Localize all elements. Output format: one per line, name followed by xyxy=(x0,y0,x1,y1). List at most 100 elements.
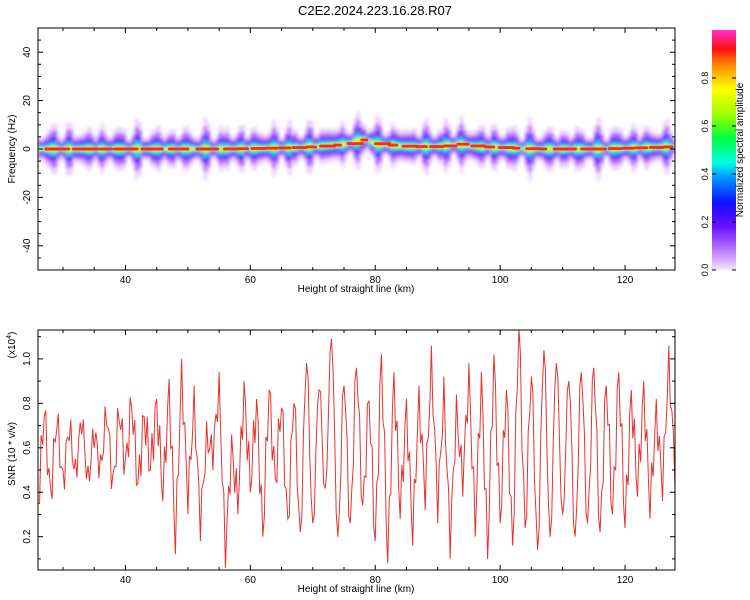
spectrogram-peak xyxy=(415,145,428,149)
spectrogram-peak xyxy=(470,144,487,148)
spectrogram-peak xyxy=(99,147,114,151)
spectrogram-peak xyxy=(181,147,190,151)
x-tick-label: 100 xyxy=(492,275,509,286)
spectrogram-cell xyxy=(344,142,348,146)
spectrogram-cell xyxy=(187,147,192,151)
spectrogram-x-label: Height of straight line (km) xyxy=(298,284,415,295)
snr-y-label: SNR (10 * v/v) xyxy=(7,422,18,486)
colorbar-label: Normalized spectral amplitude xyxy=(735,82,746,217)
spectrogram-cell xyxy=(353,139,358,145)
spectrogram-peak xyxy=(154,147,164,151)
x-tick-label: 80 xyxy=(370,575,382,586)
colorbar-tick-label: 0.0 xyxy=(700,264,710,277)
spectrogram-peak xyxy=(511,146,521,150)
snr-series-line xyxy=(38,330,675,568)
spectrogram-cell xyxy=(368,140,373,144)
spectrogram-peak xyxy=(264,146,279,150)
y-tick-label: 0 xyxy=(22,146,33,152)
y-tick-label: 1.0 xyxy=(22,352,33,366)
spectrogram-peak xyxy=(373,142,392,146)
spectrogram-cell xyxy=(646,145,651,150)
spectrogram-peak xyxy=(621,146,637,150)
spectrogram-peak xyxy=(250,146,266,150)
spectrogram-x-axis: 40 60 80 100 120 xyxy=(62,28,657,286)
spectrogram-peak xyxy=(71,147,88,151)
spectrogram-cell xyxy=(493,145,498,150)
spectrogram-peak xyxy=(236,147,250,151)
spectrogram-peak xyxy=(305,145,317,149)
y-tick-label: 0.2 xyxy=(22,529,33,543)
y-tick-label: -40 xyxy=(22,238,33,253)
spectrogram-heatmap xyxy=(38,111,675,181)
colorbar-tick-label: 0.2 xyxy=(700,216,710,229)
y-tick-label: 0.6 xyxy=(22,440,33,454)
spectrogram-cell xyxy=(546,146,551,152)
colorbar-ticks: 0.0 0.2 0.4 0.6 0.8 xyxy=(700,72,736,277)
spectrogram-peak xyxy=(319,144,337,148)
spectrogram-peak xyxy=(140,147,158,151)
spectrogram-peak xyxy=(44,147,62,151)
spectrogram-cell xyxy=(69,146,73,152)
colorbar-gradient xyxy=(712,30,736,270)
spectrogram-cell xyxy=(191,147,195,151)
spectrogram-peak xyxy=(635,146,649,150)
spectrogram-peak xyxy=(428,145,445,149)
spectrogram-peak xyxy=(126,147,139,151)
y-tick-label: 40 xyxy=(22,46,33,58)
y-tick-label: 0.4 xyxy=(22,485,33,499)
x-tick-label: 40 xyxy=(120,575,132,586)
spectrogram-peak xyxy=(607,147,623,151)
spectrogram-cell xyxy=(166,147,170,151)
spectrogram-cell xyxy=(162,147,167,151)
spectrogram-peak xyxy=(401,144,419,148)
colorbar-tick-label: 0.4 xyxy=(700,168,710,181)
colorbar: 0.0 0.2 0.4 0.6 0.8 Normalized spectral ampl… xyxy=(700,30,746,276)
spectrogram-peak xyxy=(580,147,597,151)
colorbar-tick-label: 0.8 xyxy=(700,72,710,85)
spectrogram-y-axis: -40 -20 0 20 40 xyxy=(22,39,675,259)
spectrogram-peak xyxy=(277,146,292,150)
spectrogram-peak xyxy=(648,145,666,149)
snr-x-label: Height of straight line (km) xyxy=(298,584,415,595)
snr-x-axis: 40 60 80 100 120 xyxy=(62,330,657,586)
y-tick-label: 20 xyxy=(22,95,33,107)
x-tick-label: 120 xyxy=(617,275,634,286)
spectrogram-peak xyxy=(112,147,129,151)
spectrogram-y-label: Frequency (Hz) xyxy=(7,115,18,184)
spectrogram-peak xyxy=(195,147,213,151)
spectrogram-peak xyxy=(538,147,548,151)
spectrogram-peak xyxy=(483,145,496,149)
spectrogram-cell xyxy=(247,147,251,150)
spectrogram-peak xyxy=(291,146,308,150)
x-tick-label: 60 xyxy=(245,275,257,286)
spectrogram-peak xyxy=(167,147,186,151)
spectrogram-peak xyxy=(360,138,369,142)
spectrogram-peak xyxy=(566,147,578,151)
spectrogram-cell xyxy=(578,146,582,152)
spectrogram-peak xyxy=(346,142,364,145)
x-tick-label: 120 xyxy=(617,575,634,586)
spectrogram-peak xyxy=(525,147,543,151)
spectrogram-peak xyxy=(85,147,100,151)
spectrogram-peaks xyxy=(44,138,674,151)
spectrogram-peak xyxy=(222,147,240,151)
spectrogram-cell xyxy=(521,147,526,150)
spectrogram-peak xyxy=(57,147,71,151)
spectrogram-panel: 40 60 80 100 120 -40 -20 0 20 40 Height of strai… xyxy=(7,27,676,295)
spectrogram-cell xyxy=(315,145,320,148)
spectrogram-cell xyxy=(219,146,223,152)
y-tick-label: 0.8 xyxy=(22,396,33,410)
snr-y-axis: 0.2 0.4 0.6 0.8 1.0 xyxy=(22,336,675,560)
spectrogram-peak xyxy=(387,143,399,147)
spectrogram-cell xyxy=(372,141,376,145)
spectrogram-peak xyxy=(593,147,607,151)
chart-title: C2E2.2024.223.16.28.R07 xyxy=(298,3,452,18)
spectrogram-ridge xyxy=(38,111,675,181)
spectrogram-cell xyxy=(356,137,361,144)
snr-panel: 40 60 80 100 120 0.2 0.4 0.6 0.8 1.0 Height of s… xyxy=(6,329,676,595)
x-tick-label: 80 xyxy=(370,275,382,286)
snr-frame xyxy=(37,329,676,571)
spectrogram-cell xyxy=(397,144,401,148)
x-tick-label: 60 xyxy=(245,575,257,586)
